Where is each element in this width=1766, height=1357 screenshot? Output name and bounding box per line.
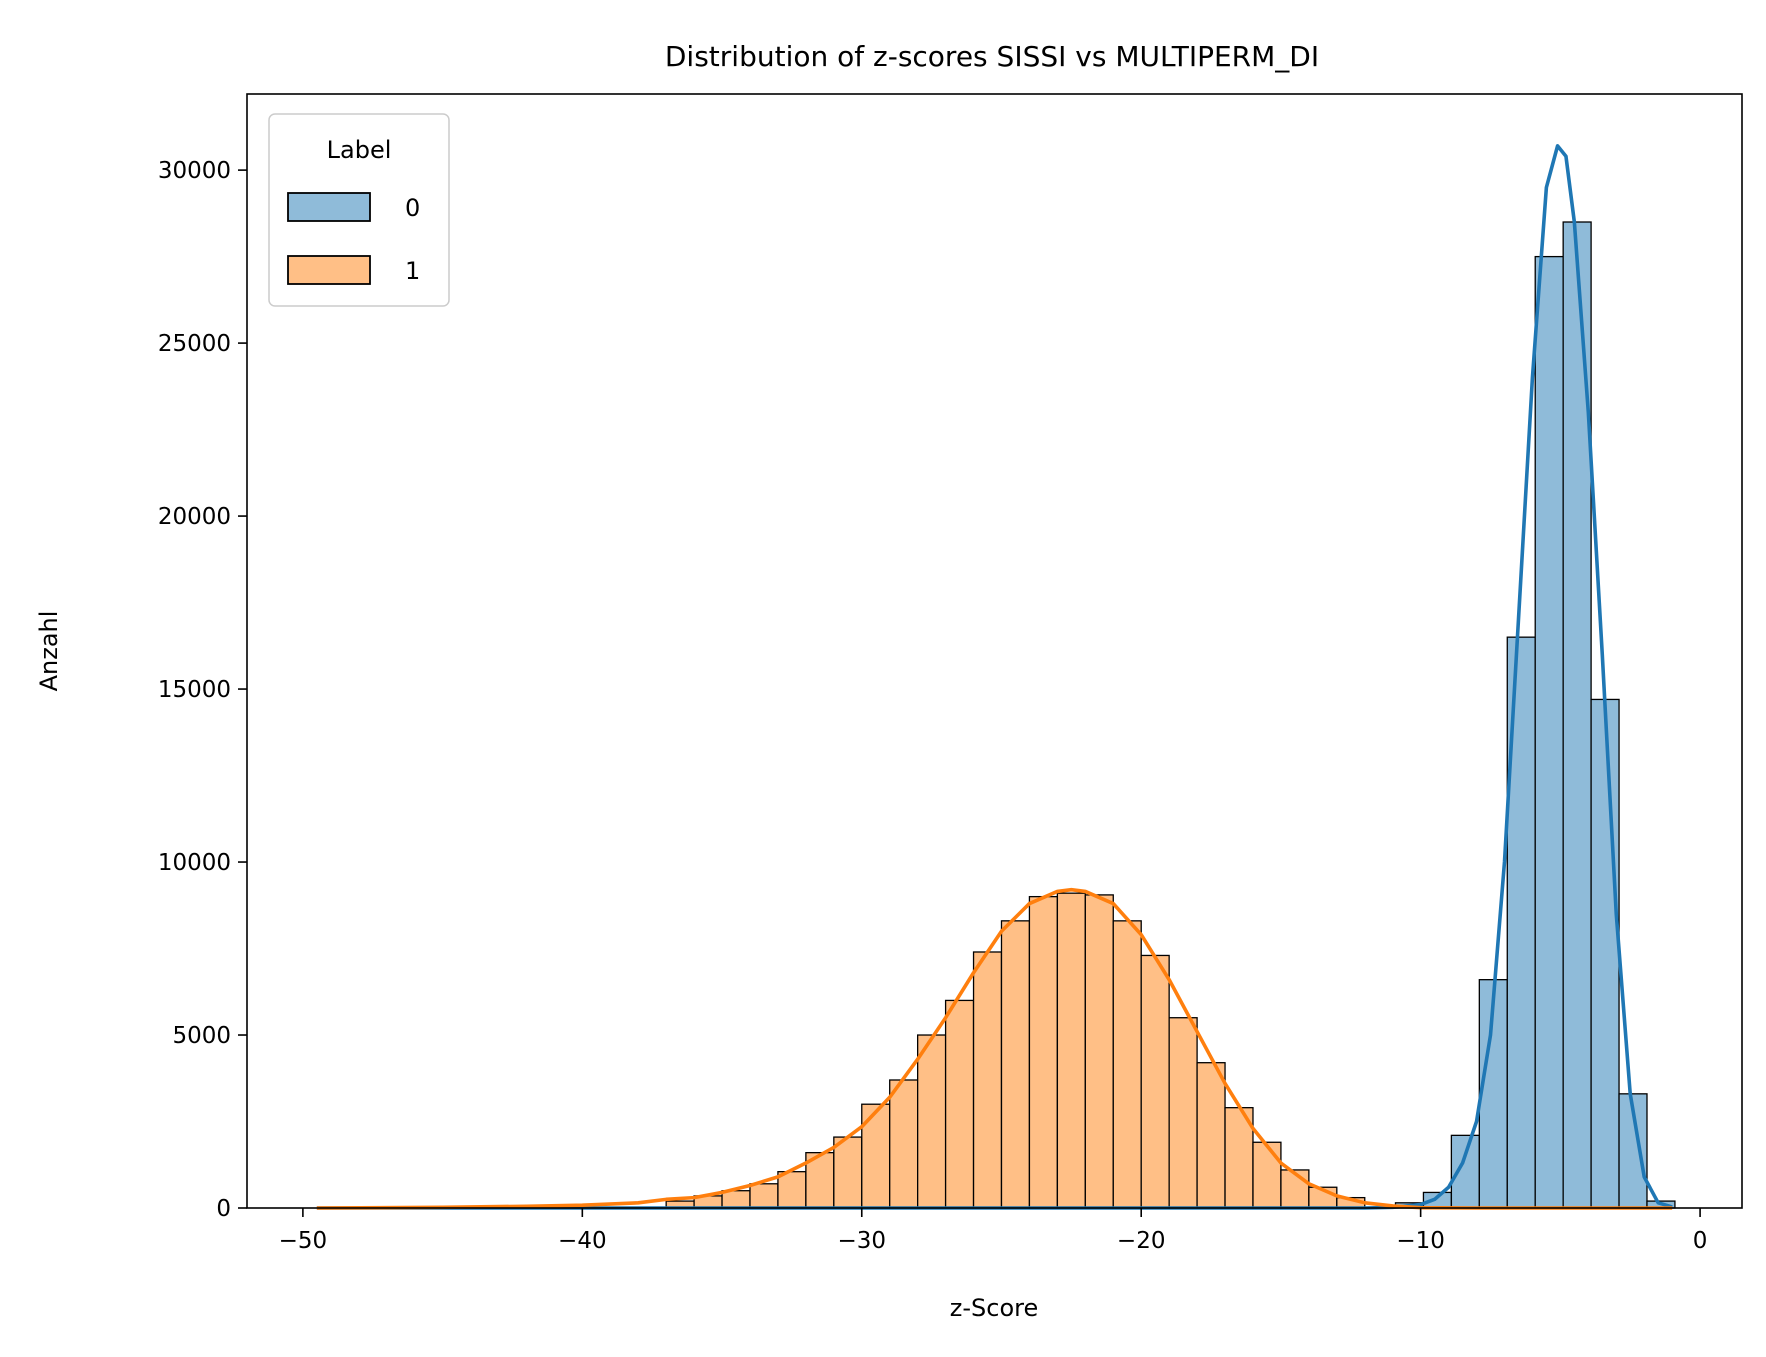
bar-series-0-5 bbox=[1534, 255, 1564, 1209]
y-tick-label: 30000 bbox=[158, 158, 231, 184]
y-tick-label: 25000 bbox=[158, 331, 231, 357]
bar-series-0-7 bbox=[1590, 698, 1620, 1209]
bar-series-1-19 bbox=[1196, 1062, 1226, 1209]
legend: Label 0 1 bbox=[268, 113, 450, 307]
y-axis-ticks: 0 5000 10000 15000 20000 25000 30000 bbox=[158, 158, 247, 1222]
bar-series-1-2 bbox=[721, 1190, 751, 1209]
bar-series-1-9 bbox=[917, 1034, 947, 1209]
chart-title: Distribution of z-scores SISSI vs MULTIP… bbox=[665, 40, 1319, 73]
bar-series-1-15 bbox=[1084, 894, 1114, 1209]
plot-frame bbox=[246, 93, 1743, 1209]
x-tick-label: −30 bbox=[837, 1228, 886, 1254]
y-tick-label: 10000 bbox=[158, 850, 231, 876]
bar-series-1-3 bbox=[749, 1183, 779, 1209]
bar-series-1-21 bbox=[1252, 1141, 1282, 1209]
x-axis-ticks: −50 −40 −30 −20 −10 0 bbox=[279, 1208, 1708, 1254]
bar-series-1-18 bbox=[1168, 1017, 1198, 1209]
kde-line-series-1 bbox=[316, 887, 1673, 1210]
bar-series-1-11 bbox=[972, 951, 1003, 1209]
bar-series-1-14 bbox=[1056, 892, 1086, 1209]
legend-label-1: 1 bbox=[405, 257, 420, 285]
kde-curves bbox=[316, 144, 1673, 1210]
bar-series-1-20 bbox=[1224, 1107, 1254, 1209]
x-axis-label: z-Score bbox=[950, 1294, 1038, 1322]
bar-series-1-10 bbox=[944, 999, 975, 1209]
legend-title: Label bbox=[327, 136, 392, 164]
y-tick-label: 20000 bbox=[158, 504, 231, 530]
y-tick-label: 15000 bbox=[158, 677, 231, 703]
y-tick-label: 5000 bbox=[172, 1023, 231, 1049]
x-tick-label: 0 bbox=[1693, 1228, 1708, 1254]
y-tick-label: 0 bbox=[216, 1196, 231, 1222]
y-axis-label: Anzahl bbox=[35, 611, 63, 692]
bar-series-1-22 bbox=[1280, 1169, 1310, 1209]
x-tick-label: −20 bbox=[1117, 1228, 1166, 1254]
bar-series-1-16 bbox=[1112, 920, 1142, 1209]
bar-series-1-17 bbox=[1140, 954, 1170, 1209]
bar-series-1-12 bbox=[1000, 920, 1031, 1209]
bar-series-1-13 bbox=[1028, 895, 1059, 1209]
bar-series-1-6 bbox=[833, 1136, 863, 1209]
legend-swatch-0 bbox=[287, 192, 371, 222]
legend-label-0: 0 bbox=[405, 194, 420, 222]
bar-series-1-4 bbox=[777, 1171, 807, 1209]
x-tick-label: −40 bbox=[558, 1228, 607, 1254]
x-tick-label: −10 bbox=[1396, 1228, 1445, 1254]
legend-swatch-1 bbox=[287, 255, 371, 285]
bar-series-1-8 bbox=[889, 1079, 919, 1209]
x-tick-label: −50 bbox=[279, 1228, 328, 1254]
kde-line-series-0 bbox=[316, 144, 1673, 1210]
